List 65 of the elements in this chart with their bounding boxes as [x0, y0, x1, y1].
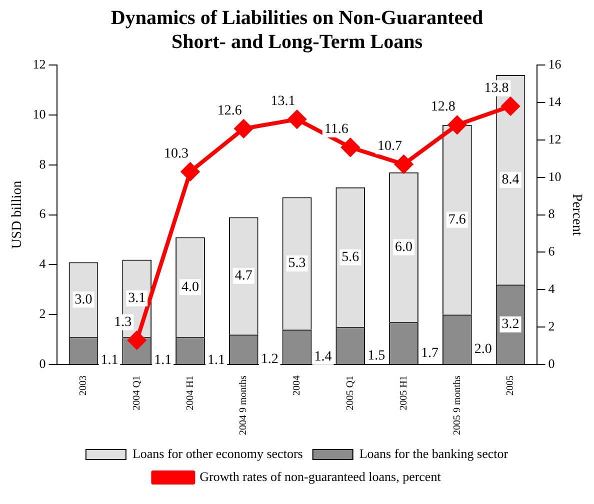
data-label: 6.0 — [395, 240, 413, 255]
y-tick-label: 6 — [39, 206, 46, 222]
point — [181, 162, 200, 181]
data-label: 1.1 — [154, 353, 172, 368]
y2-tick-label: 6 — [548, 244, 556, 259]
y-tick-label: 10 — [32, 106, 46, 122]
y-tick-label: 0 — [39, 356, 46, 371]
x-tick-label: 2003 — [78, 376, 90, 396]
data-label: 4.7 — [234, 268, 252, 284]
point — [448, 116, 466, 134]
data-label: 1.3 — [114, 314, 132, 330]
point — [341, 138, 360, 156]
data-label: 13.8 — [484, 80, 509, 96]
legend-label: Growth rates of non-guaranteed loans, percent — [200, 468, 442, 484]
point — [502, 97, 520, 116]
data-label: 1.4 — [314, 350, 332, 364]
y2-tick-label: 8 — [548, 206, 555, 222]
y2-tick-label: 4 — [548, 281, 556, 296]
data-label: 2.0 — [474, 342, 492, 358]
data-label: 1.7 — [421, 346, 439, 361]
data-label: 7.6 — [448, 212, 466, 228]
data-label: 1.2 — [260, 352, 278, 367]
y2-tick-label: 12 — [548, 131, 562, 146]
x-tick-label: 2005 9 months — [452, 375, 463, 436]
chart-title: Dynamics of Liabilities on Non-Guaranteed Short- and Long-Term Loans — [110, 6, 484, 54]
data-label: 11.6 — [324, 122, 348, 138]
y-tick-label: 2 — [39, 306, 46, 322]
data-label: 8.4 — [502, 172, 520, 188]
data-label: 1.1 — [100, 353, 118, 368]
data-label: 1.5 — [368, 348, 386, 364]
data-label: 13.1 — [270, 94, 296, 109]
data-label: 4.0 — [181, 280, 199, 295]
data-label: 10.3 — [164, 146, 188, 162]
legend-label: Loans for the banking sector — [359, 446, 509, 461]
data-label: 12.8 — [430, 100, 456, 115]
y2-tick-label: 2 — [548, 318, 555, 334]
point — [288, 110, 306, 128]
data-label: 5.3 — [288, 256, 306, 272]
x-tick-label: 2004 H1 — [184, 376, 196, 410]
data-label: 5.6 — [342, 250, 360, 265]
data-label: 3.0 — [74, 292, 92, 308]
y2-tick-label: 10 — [548, 168, 562, 184]
point — [234, 120, 253, 138]
y-tick-label: 8 — [39, 156, 46, 172]
point — [128, 331, 146, 350]
y-axis-title: USD billion — [10, 180, 26, 249]
data-label: 3.1 — [128, 291, 146, 306]
x-tick-label: 2004 — [292, 376, 303, 396]
data-label: 12.6 — [217, 103, 242, 118]
x-tick-label: 2005 Q1 — [345, 376, 356, 410]
y2-tick-label: 16 — [548, 56, 562, 72]
x-tick-label: 2004 Q1 — [131, 376, 142, 410]
data-label: 10.7 — [378, 138, 402, 154]
legend-label: Loans for other economy sectors — [132, 446, 303, 461]
y-tick-label: 4 — [39, 256, 46, 272]
data-label: 1.1 — [207, 353, 225, 368]
y2-axis-title: Percent — [568, 194, 584, 236]
data-label: 3.2 — [502, 317, 520, 332]
x-tick-label: 2005 — [505, 376, 516, 396]
y-tick-label: 12 — [32, 56, 46, 72]
x-tick-label: 2005 H1 — [398, 376, 410, 410]
x-tick-label: 2004 9 months — [238, 375, 250, 436]
point — [394, 155, 413, 174]
y2-tick-label: 0 — [548, 356, 555, 371]
y2-tick-label: 14 — [548, 94, 562, 109]
